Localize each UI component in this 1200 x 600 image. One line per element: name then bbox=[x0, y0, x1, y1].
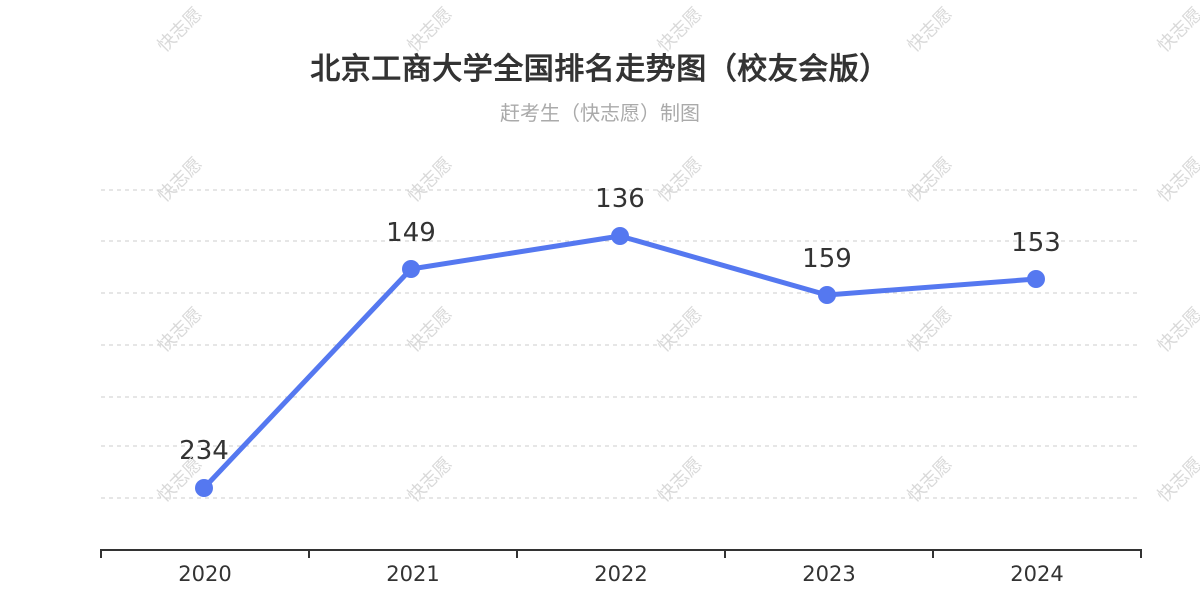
data-point bbox=[402, 260, 420, 278]
data-label: 153 bbox=[1011, 228, 1061, 258]
data-points bbox=[195, 227, 1045, 497]
data-point bbox=[611, 227, 629, 245]
x-axis-label: 2022 bbox=[594, 562, 648, 586]
x-axis-label: 2023 bbox=[802, 562, 856, 586]
data-label: 234 bbox=[179, 436, 229, 466]
gridlines bbox=[101, 189, 1138, 499]
chart-subtitle: 赶考生（快志愿）制图 bbox=[500, 101, 700, 125]
x-axis-label: 2021 bbox=[386, 562, 440, 586]
chart-title: 北京工商大学全国排名走势图（校友会版） bbox=[310, 52, 890, 87]
data-label: 149 bbox=[386, 218, 436, 248]
series-line bbox=[201, 233, 1039, 491]
data-point bbox=[818, 286, 836, 304]
x-axis-label: 2020 bbox=[178, 562, 232, 586]
x-axis-label: 2024 bbox=[1010, 562, 1064, 586]
data-label: 136 bbox=[595, 184, 645, 214]
data-point bbox=[1027, 270, 1045, 288]
data-label: 159 bbox=[802, 244, 852, 274]
data-point bbox=[195, 479, 213, 497]
x-axis bbox=[100, 549, 1142, 558]
